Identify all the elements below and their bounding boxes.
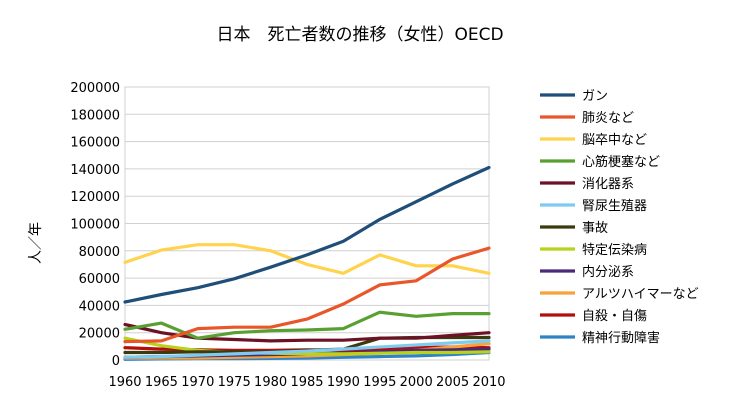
- legend-item: 心筋梗塞など: [540, 154, 660, 170]
- legend-label: 肺炎など: [582, 111, 634, 126]
- x-tick-label: 1975: [218, 375, 251, 390]
- legend-item: 特定伝染病: [540, 243, 647, 258]
- legend-label: 自殺・自傷: [582, 309, 647, 324]
- x-tick-label: 1990: [327, 375, 360, 390]
- legend-label: ガン: [582, 89, 608, 104]
- legend-label: 心筋梗塞など: [582, 154, 660, 170]
- y-tick-label: 160000: [70, 136, 120, 151]
- legend-item: ガン: [540, 89, 608, 104]
- y-tick-label: 20000: [79, 327, 120, 342]
- legend-item: 内分泌系: [540, 264, 634, 280]
- legend-label: 特定伝染病: [582, 243, 647, 258]
- legend-item: 事故: [540, 221, 608, 236]
- series-line: [123, 322, 491, 343]
- legend-item: 消化器系: [540, 177, 634, 192]
- x-tick-label: 2005: [436, 375, 469, 390]
- legend-item: 精神行動障害: [540, 330, 660, 346]
- y-tick-label: 180000: [70, 108, 120, 123]
- series-line: [123, 336, 491, 356]
- x-tick-label: 2000: [400, 375, 433, 390]
- legend-label: 事故: [582, 221, 608, 236]
- legend-item: 自殺・自傷: [540, 309, 647, 324]
- x-tick-label: 1980: [254, 375, 287, 390]
- legend-item: 肺炎など: [540, 111, 634, 126]
- x-tick-label: 1995: [363, 375, 396, 390]
- legend-label: 精神行動障害: [582, 330, 660, 346]
- legend-label: アルツハイマーなど: [582, 287, 699, 302]
- y-tick-label: 80000: [79, 245, 120, 260]
- legend-label: 腎尿生殖器: [582, 198, 647, 214]
- x-tick-label: 1985: [290, 375, 323, 390]
- legend-item: 脳卒中など: [540, 133, 647, 148]
- x-tick-label: 1960: [108, 375, 141, 390]
- chart-title: 日本 死亡者数の推移（女性）OECD: [216, 25, 503, 45]
- legend-label: 消化器系: [582, 177, 634, 192]
- y-tick-label: 0: [112, 354, 120, 369]
- y-axis-label: 人／年: [28, 222, 44, 264]
- y-tick-label: 200000: [70, 81, 120, 96]
- y-tick-label: 120000: [70, 190, 120, 205]
- y-tick-label: 60000: [79, 272, 120, 287]
- legend-label: 脳卒中など: [582, 133, 647, 148]
- y-tick-label: 140000: [70, 163, 120, 178]
- series-line: [123, 339, 491, 359]
- series-line: [123, 246, 491, 344]
- legend-item: アルツハイマーなど: [540, 287, 699, 302]
- series-line: [123, 243, 491, 275]
- series-line: [123, 165, 491, 304]
- legend-item: 腎尿生殖器: [540, 198, 647, 214]
- x-tick-label: 2010: [472, 375, 505, 390]
- y-tick-label: 40000: [79, 299, 120, 314]
- x-tick-label: 1970: [181, 375, 214, 390]
- legend-label: 内分泌系: [582, 264, 634, 280]
- y-tick-label: 100000: [70, 218, 120, 233]
- x-tick-label: 1965: [145, 375, 178, 390]
